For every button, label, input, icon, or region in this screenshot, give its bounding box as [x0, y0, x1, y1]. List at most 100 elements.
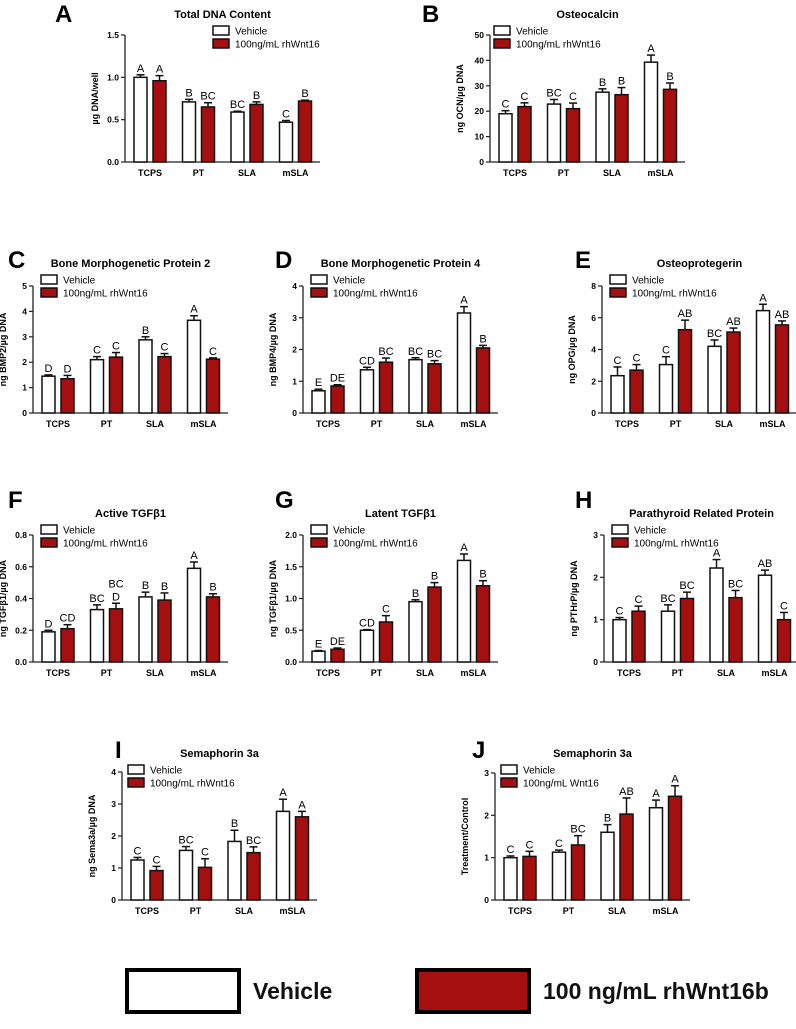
bar-treatment-msla [475, 347, 491, 414]
bar-treatment-sla [249, 103, 264, 163]
panel-letter: E [575, 247, 591, 274]
bar-vehicle-tcps [498, 112, 513, 163]
significance-letter: D [45, 363, 53, 375]
legend-swatch [127, 777, 145, 788]
x-tick-label: SLA [715, 419, 734, 429]
y-tick-label: 0.0 [15, 657, 27, 667]
bar-vehicle-sla [408, 600, 423, 663]
bar-vehicle-pt [546, 103, 562, 163]
vehicle-swatch [125, 968, 241, 1014]
y-tick-label: 20 [475, 106, 485, 116]
x-tick-label: mSLA [190, 668, 217, 678]
y-tick-label: 0.0 [107, 157, 119, 167]
bar-treatment-tcps [152, 79, 167, 163]
x-tick-label: TCPS [508, 906, 532, 916]
panel-letter: G [275, 487, 294, 514]
y-tick-label: 0.5 [107, 115, 119, 125]
significance-letter: B [604, 813, 611, 825]
y-tick-label: 4 [591, 345, 596, 355]
significance-letter: C [614, 355, 622, 367]
y-tick-label: 6 [591, 313, 596, 323]
x-tick-label: mSLA [652, 906, 679, 916]
legend-swatch [212, 38, 230, 49]
bar-treatment-tcps [60, 627, 75, 663]
bar-vehicle-sla [138, 339, 153, 414]
significance-letter: BC [707, 328, 722, 340]
legend-label: 100ng/mL Wnt16 [523, 779, 599, 790]
panel-i: I Semaphorin 3a Vehicle 100ng/mL rhWnt16 0 1 2… [87, 737, 317, 916]
panel-letter: D [275, 247, 292, 274]
bar-treatment-msla [205, 358, 221, 414]
significance-letter: C [153, 854, 161, 866]
bar-vehicle-sla [138, 596, 153, 663]
bar-treatment-pt [565, 107, 581, 163]
significance-letter: A [279, 787, 287, 799]
chart-title: Semaphorin 3a [553, 748, 633, 760]
bar-treatment-tcps [522, 855, 537, 901]
panel-j: J Semaphorin 3a Vehicle 100ng/mL Wnt16 0 1 2 3 T… [460, 737, 690, 916]
y-tick-label: 1.5 [107, 30, 119, 40]
significance-letter: A [460, 295, 468, 307]
legend-label: 100ng/mL rhWnt16 [634, 539, 719, 550]
legend-label: 100ng/mL rhWnt16 [235, 40, 320, 51]
bar-vehicle-sla [595, 91, 610, 163]
significance-letter: B [231, 818, 238, 830]
x-tick-label: SLA [603, 168, 622, 178]
x-tick-label: mSLA [759, 419, 786, 429]
bar-treatment-tcps [631, 610, 646, 663]
significance-letter: A [156, 64, 164, 76]
y-tick-label: 3 [292, 313, 297, 323]
significance-letter: B [142, 325, 149, 337]
legend-label: 100ng/mL rhWnt16 [632, 289, 717, 300]
significance-letter: BC [570, 824, 585, 836]
panel-c: C Bone Morphogenetic Protein 2 Vehicle 100n… [0, 247, 228, 429]
bar-vehicle-tcps [41, 375, 56, 414]
bar-vehicle-sla [709, 567, 724, 663]
legend-label: 100ng/mL rhWnt16 [333, 539, 418, 550]
y-tick-label: 0.0 [285, 657, 297, 667]
bar-vehicle-tcps [130, 859, 145, 901]
legend-swatch [500, 777, 518, 788]
bar-vehicle-tcps [133, 76, 148, 163]
y-tick-label: 3 [111, 799, 116, 809]
bar-treatment-pt [108, 356, 124, 414]
bar-vehicle-tcps [311, 650, 326, 663]
bar-vehicle-msla [648, 806, 664, 901]
significance-letter: C [112, 341, 120, 353]
x-tick-label: PT [558, 168, 570, 178]
bar-treatment-msla [662, 88, 678, 163]
significance-letter: B [666, 71, 673, 83]
chart-title: Total DNA Content [174, 9, 271, 21]
chart-title: Bone Morphogenetic Protein 2 [51, 258, 211, 270]
significance-letter: B [301, 88, 308, 100]
panel-letter: C [8, 247, 25, 274]
bar-treatment-tcps [330, 648, 345, 663]
significance-letter: C [526, 839, 534, 851]
y-tick-label: 1.0 [107, 72, 119, 82]
significance-letter: DE [330, 636, 345, 648]
significance-letter: C [209, 346, 217, 358]
significance-letter: D [45, 618, 53, 630]
legend-label: Vehicle [63, 276, 96, 287]
y-axis-label: ng BMP4/µg DNA [268, 312, 278, 386]
bar-treatment-sla [726, 331, 741, 414]
significance-letter: BC [378, 346, 393, 358]
x-tick-label: TCPS [316, 668, 340, 678]
significance-letter: E [315, 639, 322, 651]
legend-swatch [500, 764, 518, 775]
legend-swatch [611, 537, 629, 548]
chart-title: Active TGFβ1 [95, 508, 166, 520]
x-tick-label: mSLA [190, 419, 217, 429]
y-axis-label: ng OCN/µg DNA [455, 64, 465, 133]
significance-letter: A [137, 63, 145, 75]
y-tick-label: 0.5 [285, 625, 297, 635]
bar-treatment-pt [378, 621, 394, 663]
legend-label: 100ng/mL rhWnt16 [516, 40, 601, 51]
significance-letter: C [93, 345, 101, 357]
significance-letter: B [599, 77, 606, 89]
bar-vehicle-sla [230, 111, 245, 163]
bar-vehicle-msla [456, 312, 472, 414]
y-tick-label: 2.0 [285, 530, 297, 540]
bar-treatment-pt [108, 608, 124, 663]
